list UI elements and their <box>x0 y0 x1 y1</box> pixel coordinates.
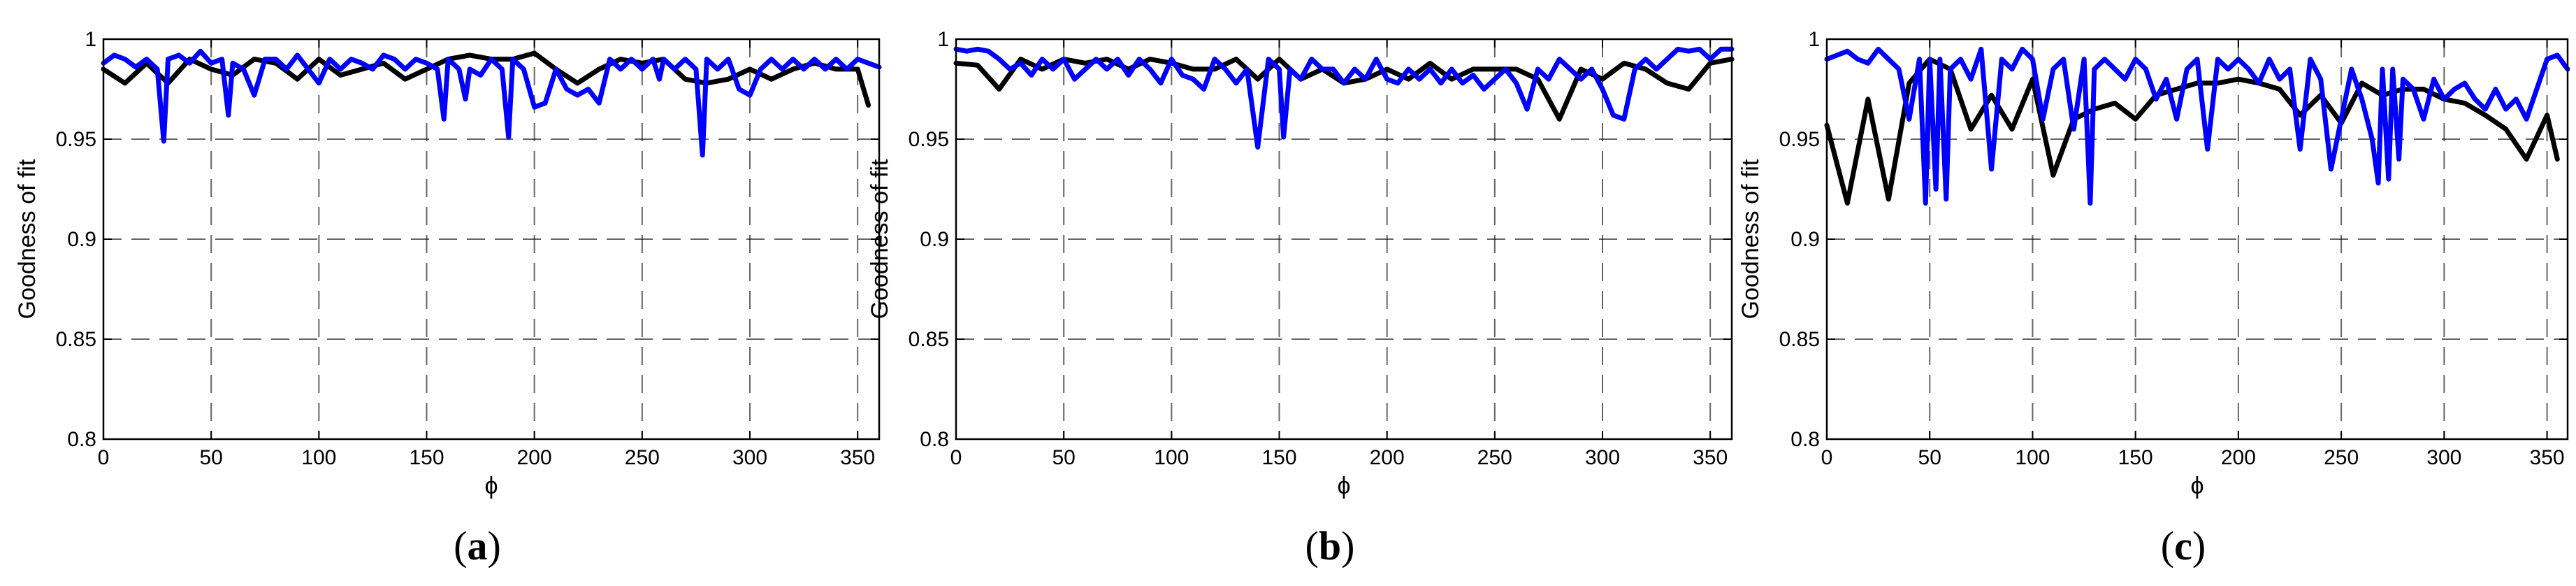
x-tick-label: 250 <box>625 446 660 469</box>
y-tick-label: 1 <box>1808 28 1820 51</box>
x-tick-label: 250 <box>1477 446 1512 469</box>
x-tick-label: 0 <box>1821 446 1833 469</box>
chart-panel-1: 0 50 100 150 200 250 300 350 0.8 0.85 0.9 0.95 1 ϕ Goo… <box>14 28 882 569</box>
y-axis-label: Goodness of fit <box>867 159 893 319</box>
y-tick-label: 0.95 <box>56 128 96 151</box>
x-tick-label: 300 <box>2426 446 2461 469</box>
panel-label-part: b <box>1319 523 1341 569</box>
chart-panel-2: 0 50 100 150 200 250 300 350 0.8 0.85 0.9 0.95 1 ϕ Goo… <box>867 28 1735 569</box>
x-tick-label: 100 <box>1154 446 1189 469</box>
y-tick-label: 0.85 <box>1779 328 1820 351</box>
y-tick-label: 0.9 <box>920 228 949 251</box>
series-line-blue <box>953 46 1735 150</box>
x-tick-label: 0 <box>950 446 962 469</box>
x-tick-label: 300 <box>1585 446 1620 469</box>
panel-label-part: ( <box>1305 523 1319 569</box>
x-axis-label: ϕ <box>1337 473 1350 499</box>
panel-label-part: ( <box>2161 523 2174 569</box>
series-line-blue <box>1824 46 2570 206</box>
y-tick-label: 0.8 <box>1790 428 1820 451</box>
y-tick-label: 0.8 <box>920 428 949 451</box>
panel-label: (a) <box>454 523 501 569</box>
x-tick-label: 0 <box>98 446 110 469</box>
x-tick-label: 200 <box>517 446 552 469</box>
x-tick-label: 350 <box>1693 446 1728 469</box>
x-axis-label: ϕ <box>2190 473 2204 499</box>
x-tick-label: 350 <box>840 446 875 469</box>
y-axis-label: Goodness of fit <box>14 159 41 319</box>
y-tick-label: 1 <box>85 28 96 51</box>
x-tick-label: 250 <box>2324 446 2359 469</box>
panel-label-part: a <box>468 523 488 569</box>
x-tick-label: 100 <box>301 446 336 469</box>
panel-label-part: ) <box>1341 523 1354 569</box>
x-tick-label: 50 <box>1052 446 1075 469</box>
y-tick-label: 0.9 <box>67 228 96 251</box>
y-tick-label: 0.85 <box>909 328 949 351</box>
panel-label: (c) <box>2161 523 2206 569</box>
x-tick-label: 150 <box>2118 446 2153 469</box>
x-tick-label: 100 <box>2015 446 2050 469</box>
y-tick-label: 0.85 <box>56 328 96 351</box>
panel-label-part: ) <box>2192 523 2206 569</box>
x-axis-label: ϕ <box>484 473 498 499</box>
panel-label-part: ( <box>454 523 467 569</box>
y-axis-label: Goodness of fit <box>1737 159 1764 319</box>
y-tick-label: 0.95 <box>1779 128 1820 151</box>
y-tick-label: 0.9 <box>1790 228 1820 251</box>
x-tick-label: 150 <box>1261 446 1296 469</box>
panel-label-part: ) <box>488 523 501 569</box>
panel-label: (b) <box>1305 523 1355 569</box>
x-tick-label: 350 <box>2530 446 2565 469</box>
y-tick-label: 1 <box>937 28 949 51</box>
panel-label-part: c <box>2174 523 2192 569</box>
x-tick-label: 50 <box>1918 446 1941 469</box>
y-tick-label: 0.8 <box>67 428 96 451</box>
x-tick-label: 150 <box>409 446 444 469</box>
x-tick-label: 300 <box>732 446 767 469</box>
y-tick-label: 0.95 <box>909 128 949 151</box>
series-line-blue <box>101 48 882 158</box>
chart-panel-3: 0 50 100 150 200 250 300 350 0.8 0.85 0.9 0.95 1 ϕ Goo… <box>1737 28 2570 569</box>
x-tick-label: 200 <box>1370 446 1405 469</box>
x-tick-label: 200 <box>2221 446 2256 469</box>
x-tick-label: 50 <box>199 446 222 469</box>
